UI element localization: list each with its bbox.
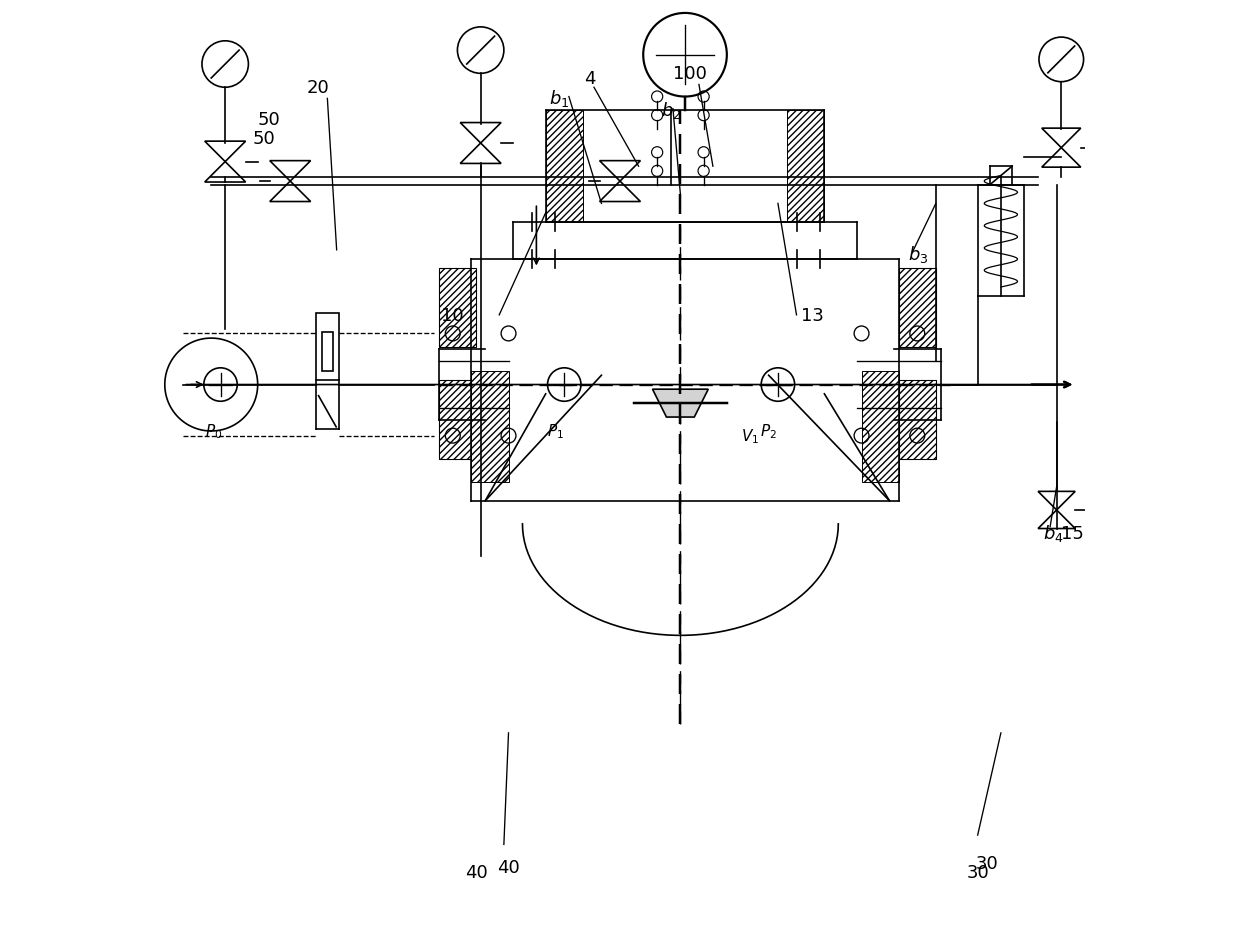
Bar [321,332,334,371]
Text: 100: 100 [673,65,707,83]
Text: $b_4$: $b_4$ [1043,522,1064,543]
Text: 15: 15 [1061,524,1084,542]
Text: 40: 40 [465,863,487,882]
Text: 50: 50 [258,111,280,129]
Text: 4: 4 [584,70,596,87]
Text: $b_1$: $b_1$ [549,88,569,109]
Bar [439,269,476,348]
Text: $P_2$: $P_2$ [760,422,777,441]
Text: 30: 30 [976,854,998,871]
Text: 20: 20 [306,79,330,97]
Text: 50: 50 [253,130,275,148]
Bar [899,380,936,459]
Bar [899,269,936,348]
Bar [316,314,339,380]
Text: $b_2$: $b_2$ [661,100,681,121]
Text: $P_1$: $P_1$ [547,422,563,441]
Bar [787,111,825,223]
Bar [439,380,476,459]
Text: 30: 30 [966,863,990,881]
Text: 10: 10 [441,306,464,324]
Bar [546,111,583,223]
Text: 13: 13 [801,306,825,324]
Text: $b_3$: $b_3$ [908,244,929,264]
Bar [862,371,899,483]
Text: 40: 40 [497,858,520,876]
Bar [471,371,508,483]
Text: $P_0$: $P_0$ [206,422,223,441]
Polygon shape [652,390,708,418]
Text: $V_1$: $V_1$ [740,427,759,445]
